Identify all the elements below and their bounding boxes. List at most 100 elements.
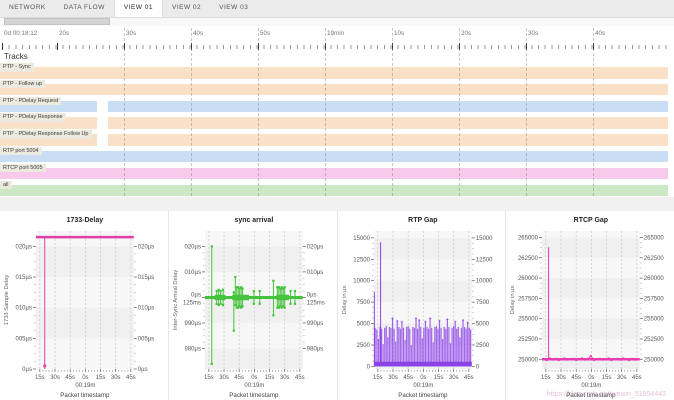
svg-text:30s: 30s (617, 375, 627, 381)
track-ptp-pdelay-request[interactable]: PTP - PDelay Request (0, 96, 674, 114)
track-gap (97, 134, 108, 146)
track-ptp-follow-up[interactable]: PTP - Follow up (0, 79, 674, 97)
svg-text:30s: 30s (219, 375, 229, 381)
track-band[interactable] (0, 117, 668, 129)
scrollbar-thumb[interactable] (4, 18, 110, 25)
svg-text:0µs: 0µs (191, 292, 201, 298)
svg-text:010µs: 010µs (138, 306, 154, 312)
chart-panel-rtcp-gap: 15s 30s 45s 0s 15s 30s 45s 00:19m Packet timesta… (506, 211, 674, 400)
track-label[interactable]: PTP - PDelay Request (0, 96, 62, 106)
svg-text:RTP Gap: RTP Gap (408, 217, 437, 224)
svg-text:125ms: 125ms (183, 300, 201, 306)
track-label[interactable]: PTP - PDelay Response Follow Up (0, 130, 92, 139)
tab-bar: NETWORK DATA FLOW VIEW 01 VIEW 02 VIEW 03 (0, 0, 674, 18)
major-tick (2, 43, 3, 50)
charts-section: 15s 30s 45s 0s 15s 30s 45s 00:19m Packet timesta… (0, 211, 674, 400)
svg-text:15s: 15s (373, 375, 383, 381)
svg-text:10000: 10000 (353, 279, 370, 285)
track-ptp-pdelay-response-follow-up[interactable]: PTP - PDelay Response Follow Up (0, 130, 674, 147)
chart-panel-sync-arrival: 15s 30s 45s 0s 15s 30s 45s 00:19m Packet timesta… (168, 211, 337, 400)
svg-text:5000: 5000 (356, 322, 370, 328)
svg-text:00:19m: 00:19m (244, 383, 264, 389)
svg-text:15s: 15s (204, 375, 214, 381)
svg-text:0µs: 0µs (138, 367, 148, 373)
svg-text:265000: 265000 (518, 235, 539, 241)
svg-text:005µs: 005µs (138, 336, 154, 342)
track-band[interactable] (0, 100, 668, 113)
tab-view-03[interactable]: VIEW 03 (219, 4, 249, 11)
major-tick (325, 43, 326, 50)
track-rtcp-port-5005[interactable]: RTCP port 5005 (0, 163, 674, 181)
track-label[interactable]: PTP - Follow up (0, 79, 46, 89)
svg-text:265000: 265000 (644, 235, 665, 241)
svg-text:980µs: 980µs (307, 347, 323, 353)
svg-text:255000: 255000 (518, 317, 539, 323)
major-tick (258, 43, 259, 50)
track-band[interactable] (0, 134, 668, 146)
svg-text:15s: 15s (541, 375, 551, 381)
svg-text:255000: 255000 (644, 317, 665, 323)
svg-text:Delay in µs: Delay in µs (510, 286, 516, 315)
svg-text:980µs: 980µs (184, 347, 200, 353)
major-tick (392, 43, 393, 50)
timeline-label: 19min (327, 30, 345, 37)
svg-text:30s: 30s (388, 375, 398, 381)
track-band[interactable] (0, 184, 668, 197)
major-tick (124, 43, 125, 50)
track-band[interactable] (0, 150, 668, 163)
svg-text:RTCP Gap: RTCP Gap (574, 217, 608, 224)
svg-text:30s: 30s (556, 375, 566, 381)
svg-text:45s: 45s (464, 375, 474, 381)
svg-text:sync arrival: sync arrival (234, 217, 273, 224)
csdn-watermark: https://blog.csdn.net/weixin_51954443 (546, 391, 666, 398)
track-band[interactable] (0, 83, 668, 96)
timeline-label: 30s (528, 30, 539, 37)
tab-network[interactable]: NETWORK (9, 4, 46, 11)
svg-text:45s: 45s (126, 375, 136, 381)
svg-text:12500: 12500 (475, 257, 492, 263)
track-ptp-sync[interactable]: PTP - Sync (0, 63, 674, 80)
svg-text:Inter-Sync Arrival Delay: Inter-Sync Arrival Delay (173, 270, 179, 331)
track-label[interactable]: PTP - PDelay Response (0, 113, 66, 122)
track-gap (97, 117, 108, 129)
track-label[interactable]: RTCP port 5005 (0, 163, 46, 173)
timeline-ruler[interactable]: 0d 00:18:12 20s 30s 40s 50s 19min 10s 20s 30s 40s (0, 26, 674, 50)
track-ptp-pdelay-response[interactable]: PTP - PDelay Response (0, 113, 674, 130)
svg-text:1733 Sample Delay: 1733 Sample Delay (4, 275, 10, 326)
tab-view-02[interactable]: VIEW 02 (172, 4, 202, 11)
svg-text:30s: 30s (50, 375, 60, 381)
svg-text:0s: 0s (82, 375, 88, 381)
svg-text:45s: 45s (295, 375, 305, 381)
major-tick (191, 43, 192, 50)
svg-text:0: 0 (475, 364, 479, 370)
svg-text:990µs: 990µs (307, 321, 323, 327)
tab-data-flow[interactable]: DATA FLOW (63, 4, 105, 11)
svg-text:45s: 45s (572, 375, 582, 381)
section-divider (0, 197, 674, 211)
timeline-label: 20s (461, 30, 472, 37)
svg-text:2500: 2500 (356, 343, 370, 349)
track-rtp-port-5004[interactable]: RTP port 5004 (0, 146, 674, 164)
svg-text:262500: 262500 (518, 256, 539, 262)
svg-text:5000: 5000 (475, 322, 489, 328)
svg-text:0s: 0s (251, 375, 257, 381)
track-label[interactable]: RTP port 5004 (0, 146, 42, 156)
track-label[interactable]: PTP - Sync (0, 63, 34, 72)
track-band[interactable] (0, 167, 668, 180)
track-all[interactable]: all (0, 180, 674, 198)
timeline-label: 40s (595, 30, 606, 37)
svg-text:15000: 15000 (475, 236, 492, 242)
chart-panel-rtp-gap: 15s 30s 45s 0s 15s 30s 45s 00:19m Packet timesta… (337, 211, 506, 400)
tab-view-01[interactable]: VIEW 01 (113, 0, 163, 17)
svg-text:0: 0 (366, 364, 370, 370)
track-label[interactable]: all (0, 180, 12, 190)
svg-text:252500: 252500 (644, 337, 665, 343)
track-band[interactable] (0, 67, 668, 79)
svg-text:1733-Delay: 1733-Delay (67, 217, 104, 224)
svg-text:260000: 260000 (644, 276, 665, 282)
svg-text:30s: 30s (280, 375, 290, 381)
major-tick (459, 43, 460, 50)
svg-text:250000: 250000 (644, 357, 665, 363)
